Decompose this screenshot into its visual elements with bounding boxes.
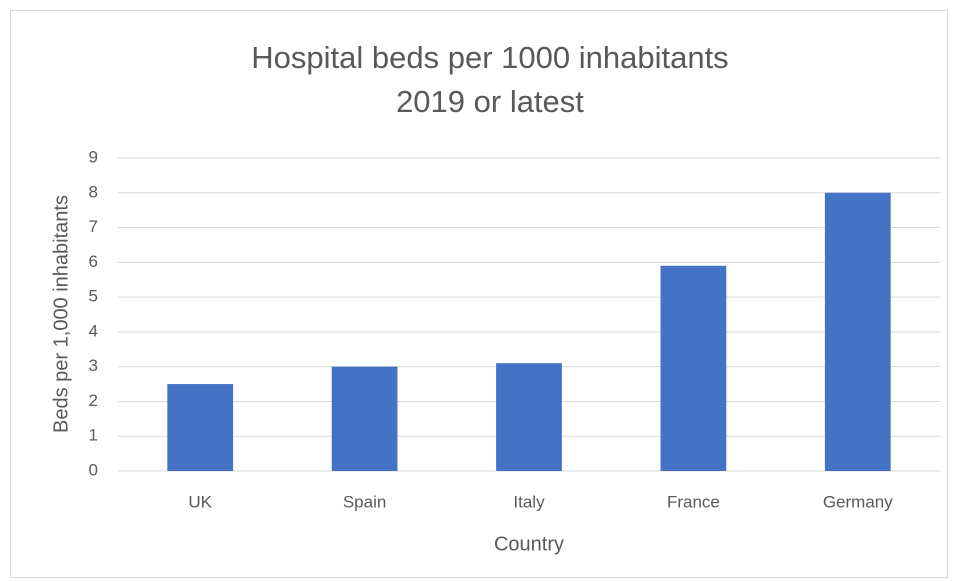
bar: [660, 265, 727, 471]
y-tick-label: 1: [89, 426, 98, 445]
y-tick-label: 0: [89, 460, 98, 479]
y-axis-title: Beds per 1,000 inhabitants: [50, 195, 72, 433]
x-tick-label: Italy: [513, 492, 545, 511]
x-tick-label: Spain: [343, 492, 386, 511]
y-tick-label: 2: [89, 391, 98, 410]
y-tick-label: 4: [89, 321, 98, 340]
x-tick-label: France: [667, 492, 720, 511]
y-tick-label: 6: [89, 252, 98, 271]
x-axis-title: Country: [494, 533, 564, 555]
x-tick-label: UK: [188, 492, 212, 511]
y-tick-label: 7: [89, 217, 98, 236]
bar: [824, 192, 891, 471]
chart-border: [10, 10, 948, 578]
chart-subtitle: 2019 or latest: [396, 84, 584, 119]
bar: [496, 363, 562, 471]
x-tick-label: Germany: [823, 492, 893, 511]
y-tick-label: 3: [89, 356, 98, 375]
y-tick-label: 8: [89, 182, 98, 201]
y-tick-label: 5: [89, 287, 98, 306]
y-tick-label: 9: [89, 147, 98, 166]
bar: [331, 366, 398, 471]
bar: [167, 384, 234, 471]
chart-title: Hospital beds per 1000 inhabitants: [251, 40, 728, 75]
